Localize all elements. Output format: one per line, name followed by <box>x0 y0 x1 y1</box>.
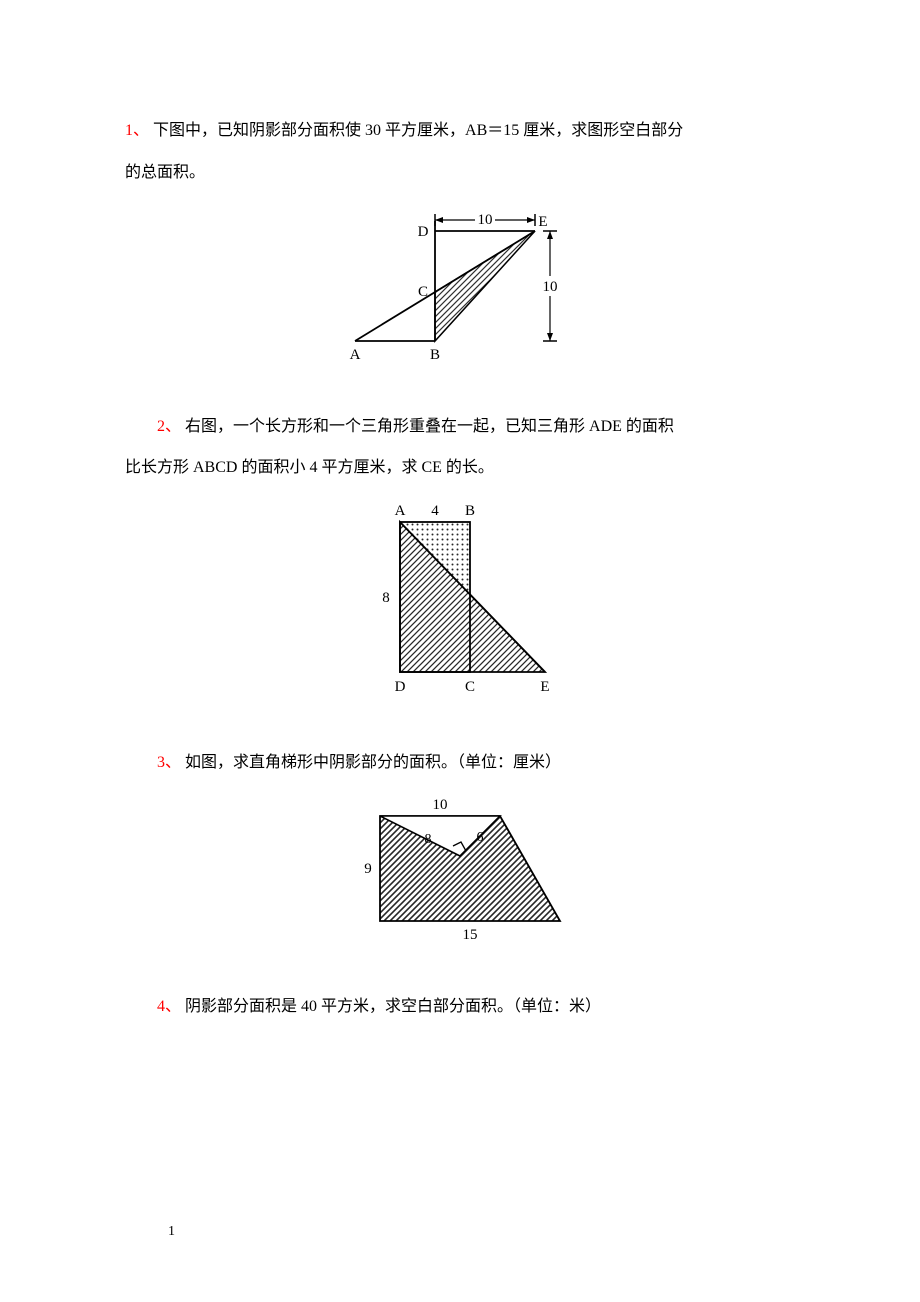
figure-3-svg: 10 8 6 9 15 <box>340 791 590 951</box>
figure-2-svg: A 4 B 8 D C E <box>360 497 570 707</box>
fig1-label-E: E <box>538 214 547 230</box>
fig1-label-D: D <box>418 224 429 240</box>
fig2-label-top: 4 <box>431 503 439 519</box>
problem-1-number: 1、 <box>125 122 149 139</box>
fig1-label-right: 10 <box>543 279 558 295</box>
figure-2: A 4 B 8 D C E <box>125 497 805 724</box>
fig2-label-A: A <box>395 503 406 519</box>
fig3-label-left: 9 <box>364 861 372 877</box>
problem-3-line1: 3、 如图，求直角梯形中阴影部分的面积。（单位：厘米） <box>125 742 805 784</box>
page: 1、 下图中，已知阴影部分面积使 30 平方厘米，AB＝15 厘米，求图形空白部… <box>0 0 920 1302</box>
problem-2-number: 2、 <box>157 418 181 435</box>
fig2-label-E: E <box>540 679 549 695</box>
fig3-label-bottom: 15 <box>463 927 478 943</box>
problem-3-number: 3、 <box>157 754 181 771</box>
problem-4-line1: 4、 阴影部分面积是 40 平方米，求空白部分面积。（单位：米） <box>125 986 805 1028</box>
problem-1-line1: 1、 下图中，已知阴影部分面积使 30 平方厘米，AB＝15 厘米，求图形空白部… <box>125 110 805 152</box>
problem-4-number: 4、 <box>157 998 181 1015</box>
fig1-label-top: 10 <box>478 212 493 228</box>
figure-1: 10 10 A B C D E <box>125 201 805 388</box>
problem-1-text-a: 下图中，已知阴影部分面积使 30 平方厘米，AB＝15 厘米，求图形空白部分 <box>149 122 683 139</box>
problem-2-text-a: 右图，一个长方形和一个三角形重叠在一起，已知三角形 ADE 的面积 <box>181 418 674 435</box>
figure-3: 10 8 6 9 15 <box>125 791 805 968</box>
fig2-label-C: C <box>465 679 475 695</box>
fig2-label-left: 8 <box>382 590 390 606</box>
fig3-label-s1: 8 <box>425 832 432 847</box>
fig1-label-A: A <box>350 347 361 363</box>
problem-4-text-a: 阴影部分面积是 40 平方米，求空白部分面积。（单位：米） <box>181 998 601 1015</box>
fig3-label-s2: 6 <box>477 830 484 845</box>
fig1-label-C: C <box>418 284 428 300</box>
figure-1-svg: 10 10 A B C D E <box>335 201 595 371</box>
fig2-label-D: D <box>395 679 406 695</box>
page-number: 1 <box>168 1214 175 1250</box>
fig1-label-B: B <box>430 347 440 363</box>
problem-2-line2: 比长方形 ABCD 的面积小 4 平方厘米，求 CE 的长。 <box>125 447 805 489</box>
problem-3-text-a: 如图，求直角梯形中阴影部分的面积。（单位：厘米） <box>181 754 561 771</box>
problem-1-line2: 的总面积。 <box>125 152 805 194</box>
problem-2-line1: 2、 右图，一个长方形和一个三角形重叠在一起，已知三角形 ADE 的面积 <box>125 406 805 448</box>
fig2-label-B: B <box>465 503 475 519</box>
fig3-label-top: 10 <box>433 797 448 813</box>
